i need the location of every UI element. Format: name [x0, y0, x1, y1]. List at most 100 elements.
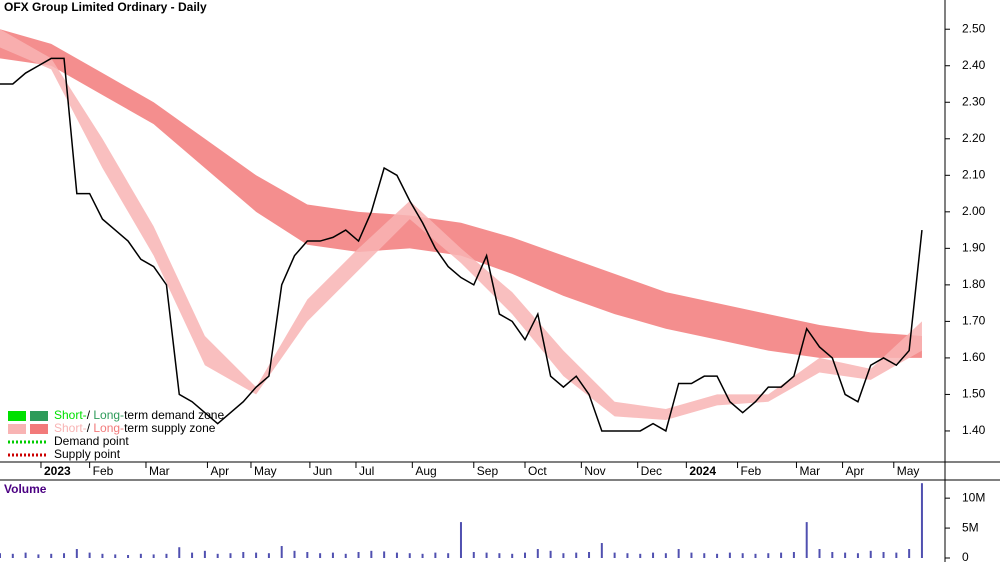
volume-bar: [447, 553, 450, 558]
x-tick-label: May: [897, 464, 920, 478]
x-tick-label: 2023: [44, 464, 71, 478]
volume-bar: [818, 549, 821, 558]
volume-bar: [229, 553, 232, 558]
price-line: [0, 57, 923, 433]
x-tick-label: Apr: [846, 464, 865, 478]
volume-bar: [754, 553, 757, 558]
volume-bar: [869, 550, 872, 558]
y-tick-label: 1.40: [962, 423, 986, 437]
volume-bar: [728, 552, 731, 558]
legend-swatch: [8, 424, 26, 434]
y-tick-label: 2.20: [962, 131, 986, 145]
volume-bar: [370, 550, 373, 558]
volume-bar: [536, 549, 539, 558]
volume-bar: [677, 549, 680, 558]
volume-bar: [178, 547, 181, 558]
y-tick-label: 1.70: [962, 314, 986, 328]
volume-bar: [395, 552, 398, 558]
x-tick-label: Dec: [641, 464, 662, 478]
volume-bar: [0, 553, 1, 558]
legend-label: Supply point: [54, 447, 121, 461]
volume-title: Volume: [4, 482, 47, 496]
volume-bar: [280, 546, 283, 558]
volume-bar: [127, 555, 130, 558]
y-tick-label: 1.90: [962, 241, 986, 255]
volume-bar: [24, 552, 27, 558]
legend-swatch: [8, 411, 26, 421]
volume-bar: [716, 553, 719, 558]
volume-bar: [805, 522, 808, 558]
legend-text: /: [87, 408, 94, 422]
volume-bar: [421, 553, 424, 558]
volume-bar: [664, 553, 667, 558]
volume-bar: [498, 553, 501, 558]
y-tick-label: 1.50: [962, 387, 986, 401]
volume-bar: [344, 553, 347, 558]
volume-bar: [831, 552, 834, 558]
volume-bar: [11, 553, 14, 558]
volume-bar: [191, 552, 194, 558]
volume-bar: [588, 552, 591, 558]
legend-label: Short-/ Long-term supply zone: [54, 421, 216, 435]
x-tick-label: May: [254, 464, 277, 478]
x-tick-label: Mar: [799, 464, 820, 478]
volume-bar: [600, 543, 603, 558]
y-tick-label: 2.50: [962, 21, 986, 35]
volume-bar: [408, 553, 411, 558]
x-tick-label: Jun: [313, 464, 332, 478]
volume-bar: [75, 549, 78, 558]
y-tick-label: 2.00: [962, 204, 986, 218]
volume-bar: [575, 552, 578, 558]
legend-text: term supply zone: [124, 421, 216, 435]
volume-bar: [216, 553, 219, 558]
volume-bar: [792, 552, 795, 558]
volume-bar: [88, 552, 91, 558]
y-tick-label: 5M: [962, 520, 979, 534]
volume-bar: [562, 553, 565, 558]
x-tick-label: Sep: [477, 464, 499, 478]
legend-text: term demand zone: [124, 408, 224, 422]
volume-bar: [50, 553, 53, 558]
volume-bar: [459, 522, 462, 558]
volume-bar: [549, 550, 552, 558]
volume-bar: [856, 553, 859, 558]
legend-text: Short-: [54, 408, 87, 422]
chart-title: OFX Group Limited Ordinary - Daily: [4, 0, 207, 14]
volume-bar: [639, 553, 642, 558]
x-tick-label: Apr: [210, 464, 229, 478]
volume-bar: [357, 552, 360, 558]
volume-bar: [626, 553, 629, 558]
volume-bar: [293, 550, 296, 558]
x-tick-label: Feb: [741, 464, 762, 478]
volume-bar: [37, 554, 40, 558]
legend-text: Short-: [54, 421, 87, 435]
volume-bar: [844, 552, 847, 558]
x-tick-label: 2024: [689, 464, 716, 478]
y-tick-label: 10M: [962, 490, 985, 504]
y-tick-label: 0: [962, 550, 969, 562]
volume-bar: [267, 553, 270, 558]
volume-bar: [908, 549, 911, 558]
volume-bar: [203, 550, 206, 558]
volume-bar: [920, 483, 923, 558]
volume-bar: [780, 552, 783, 558]
x-tick-label: Mar: [149, 464, 170, 478]
legend-swatch: [30, 424, 48, 434]
volume-bar: [524, 552, 526, 558]
volume-bar: [139, 553, 142, 558]
y-tick-label: 2.30: [962, 94, 986, 108]
x-tick-label: Oct: [528, 464, 547, 478]
legend-text: Demand point: [54, 434, 129, 448]
legend-swatch: [30, 411, 48, 421]
volume-bar: [895, 552, 898, 558]
x-tick-label: Nov: [584, 464, 605, 478]
legend-text: Supply point: [54, 447, 121, 461]
y-tick-label: 2.10: [962, 167, 986, 181]
volume-bar: [741, 553, 744, 558]
volume-bar: [434, 552, 437, 558]
volume-bar: [319, 553, 322, 558]
volume-bar: [472, 552, 475, 558]
volume-bar: [63, 553, 66, 558]
volume-bar: [703, 553, 706, 558]
